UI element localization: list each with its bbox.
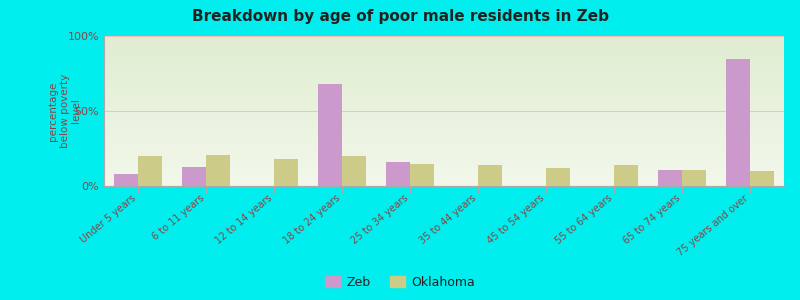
Bar: [658, 169, 682, 186]
Bar: [682, 169, 706, 186]
Bar: [182, 167, 206, 186]
Bar: [478, 165, 502, 186]
Bar: [206, 154, 230, 186]
Bar: [410, 164, 434, 186]
Bar: [342, 156, 366, 186]
Bar: [546, 168, 570, 186]
Bar: [726, 58, 750, 186]
Bar: [318, 84, 342, 186]
Text: Breakdown by age of poor male residents in Zeb: Breakdown by age of poor male residents …: [191, 9, 609, 24]
Bar: [138, 156, 162, 186]
Bar: [274, 159, 298, 186]
Y-axis label: percentage
below poverty
level: percentage below poverty level: [48, 74, 82, 148]
Bar: [114, 174, 138, 186]
Bar: [386, 162, 410, 186]
Bar: [614, 165, 638, 186]
Bar: [750, 171, 774, 186]
Legend: Zeb, Oklahoma: Zeb, Oklahoma: [321, 271, 479, 294]
